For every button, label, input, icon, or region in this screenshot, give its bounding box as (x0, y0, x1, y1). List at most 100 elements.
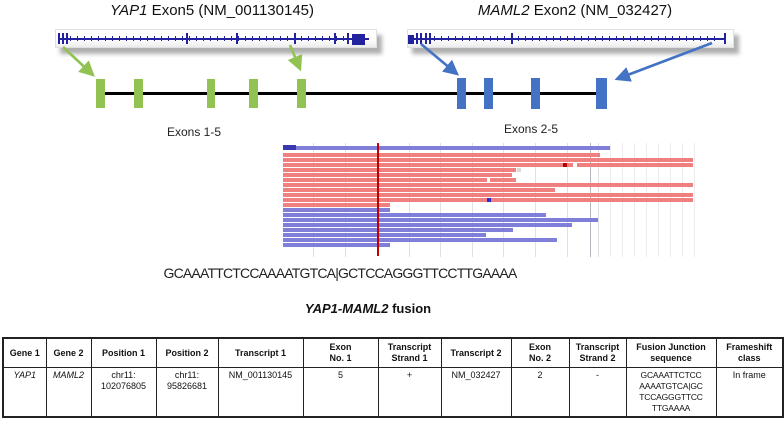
read-bar-purple (283, 243, 390, 247)
intron-tick (553, 36, 554, 41)
intron-tick (623, 36, 624, 41)
exon-tick (347, 33, 349, 44)
intron-tick (574, 36, 575, 41)
table-cell: chr11: 95826681 (155, 367, 219, 418)
blue-exon-arrow (420, 43, 459, 76)
table-header-row: Gene 1 Gene 2 Position 1 Position 2 Transcri… (2, 337, 784, 368)
exon-box-green (96, 79, 105, 108)
intron-tick (287, 36, 288, 41)
table-cell: chr11: 102076805 (90, 367, 157, 418)
gene2-name: MAML2 (477, 2, 530, 19)
read-bar-red (283, 193, 693, 197)
read-bar-red (577, 163, 693, 167)
read-bar-purple (283, 146, 610, 150)
exon-tick (429, 33, 431, 44)
intron-tick (245, 36, 246, 41)
exon-tick (236, 33, 238, 44)
intron-tick (567, 36, 568, 41)
intron-tick (434, 36, 435, 41)
read-bar-red (283, 203, 390, 207)
intron-tick (476, 36, 477, 41)
table-header-cell: Gene 1 (2, 337, 47, 368)
junction-breakpoint-line (377, 143, 379, 256)
exon-tick (334, 33, 336, 44)
intron-tick (686, 36, 687, 41)
terminal-exon-box (352, 34, 365, 45)
intron-tick (91, 36, 92, 41)
intron-tick (616, 36, 617, 41)
intron-tick (651, 36, 652, 41)
intron-tick (280, 36, 281, 41)
exon-box-green (207, 79, 215, 108)
intron-tick (679, 36, 680, 41)
table-header-cell: Fusion Junction sequence (625, 337, 717, 368)
intron-tick (112, 36, 113, 41)
table-cell: In frame (715, 367, 784, 418)
intron-tick (441, 36, 442, 41)
table-data-row: YAP1 MAML2 chr11: 102076805 chr11: 95826681… (2, 367, 784, 418)
intron-tick (175, 36, 176, 41)
read-bar-dark-head (283, 145, 296, 150)
mismatch-dot (563, 163, 567, 167)
intron-tick (455, 36, 456, 41)
intron-tick (343, 36, 344, 41)
exon-box-blue (596, 78, 607, 109)
table-header-cell: Position 2 (155, 337, 219, 368)
intron-tick (105, 36, 106, 41)
intron-tick (532, 36, 533, 41)
exon-tick (420, 33, 422, 44)
intron-tick (147, 36, 148, 41)
intron-tick (126, 36, 127, 41)
exon-tick (511, 33, 513, 44)
exon-tick (425, 33, 427, 44)
intron-tick (322, 36, 323, 41)
intron-tick (707, 36, 708, 41)
read-bar-red (283, 183, 693, 187)
intron-tick (301, 36, 302, 41)
exon-box-green (249, 79, 258, 108)
intron-tick (308, 36, 309, 41)
exon-tick (66, 33, 68, 44)
fusion-title-genes: YAP1-MAML2 (304, 301, 389, 316)
read-bar-purple (283, 213, 546, 217)
intron-tick (189, 36, 190, 41)
table-cell: NM_001130145 (217, 367, 304, 418)
intron-tick (98, 36, 99, 41)
table-header-cell: Transcript 1 (217, 337, 304, 368)
table-cell: MAML2 (45, 367, 92, 418)
intron-tick (259, 36, 260, 41)
table-header-cell: Exon No. 1 (302, 337, 379, 368)
intron-tick (168, 36, 169, 41)
intron-tick (315, 36, 316, 41)
gene1-title: YAP1 Exon5 (NM_001130145) (40, 2, 384, 19)
exons-1-5-label: Exons 1-5 (166, 125, 222, 139)
intron-tick (658, 36, 659, 41)
gene-model-line (58, 38, 369, 40)
intron-tick (462, 36, 463, 41)
intron-tick (714, 36, 715, 41)
gene1-title-rest: Exon5 (NM_001130145) (147, 2, 315, 19)
green-exon-arrow (287, 44, 303, 72)
read-bar-red (283, 153, 600, 157)
table-header-cell: Transcript Strand 2 (568, 337, 627, 368)
table-header-cell: Transcript Strand 1 (377, 337, 442, 368)
intron-tick (644, 36, 645, 41)
intron-tick (525, 36, 526, 41)
intron-tick (546, 36, 547, 41)
intron-tick (595, 36, 596, 41)
gridline-fine (694, 143, 695, 257)
read-bar-purple (283, 223, 572, 227)
table-header-cell: Transcript 2 (440, 337, 512, 368)
intron-tick (560, 36, 561, 41)
terminal-exon-box (408, 35, 414, 44)
intron-tick (161, 36, 162, 41)
read-bar-purple (283, 218, 598, 222)
table-header-cell: Frameshift class (715, 337, 784, 368)
intron-tick (217, 36, 218, 41)
junction-sequence: GCAAATTCTCCAAAATGTCA|GCTCCAGGGTTCCTTGAAA… (163, 265, 517, 281)
intron-tick (140, 36, 141, 41)
intron-tick (637, 36, 638, 41)
